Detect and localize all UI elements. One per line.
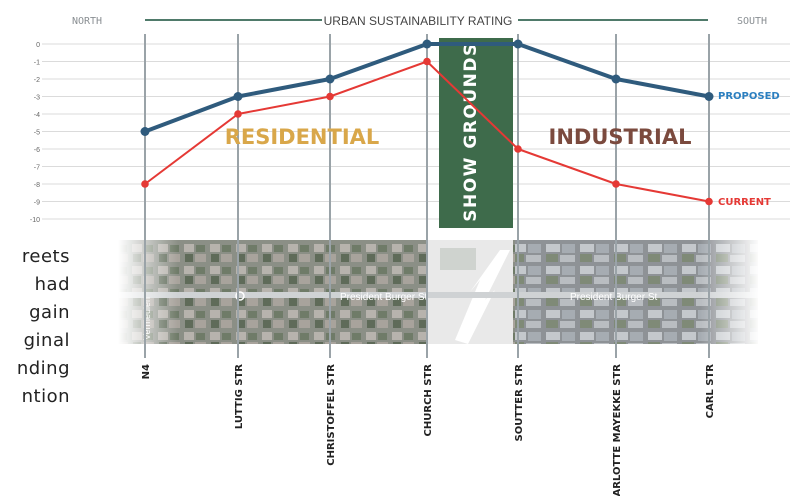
y-tick-label: 0 <box>36 42 40 49</box>
series-group <box>140 39 714 206</box>
street-label: CARL STR <box>705 364 716 419</box>
side-text-line: gain <box>29 302 70 323</box>
y-tick-label: -10 <box>30 217 40 224</box>
zone-label-industrial: INDUSTRIAL <box>549 125 692 149</box>
y-tick-label: -9 <box>34 200 40 207</box>
y-tick-label: -2 <box>34 77 40 84</box>
data-point-proposed <box>233 92 243 101</box>
y-tick-label: -7 <box>34 165 40 172</box>
map-fade-left <box>118 240 178 344</box>
data-point-current <box>234 110 242 118</box>
data-point-current <box>514 145 522 153</box>
y-tick-label: -4 <box>34 112 40 119</box>
street-label: CHRISTOFFEL STR <box>326 364 337 466</box>
street-label: LUTTIG STR <box>234 364 245 429</box>
data-point-current <box>612 180 620 188</box>
data-point-current <box>705 197 713 206</box>
side-text-line: reets <box>21 250 70 267</box>
data-point-proposed <box>704 92 714 101</box>
y-tick-label: -1 <box>34 60 40 67</box>
street-label: CHARLOTTE MAYEKKE STR <box>612 364 623 496</box>
side-text-line: had <box>34 274 70 295</box>
chart-title: URBAN SUSTAINABILITY RATING <box>324 14 513 28</box>
series-label-proposed: PROPOSED <box>718 91 780 102</box>
map-street-label: President Burger St <box>570 292 657 303</box>
y-tick-label: -3 <box>34 95 40 102</box>
y-tick-labels: 0 -1 -2 -3 -4 -5 -6 -7 -8 -9 -10 <box>30 42 40 224</box>
map-intersection-marker <box>235 291 245 301</box>
data-point-proposed <box>611 74 621 84</box>
y-tick-label: -8 <box>34 182 40 189</box>
street-label: N4 <box>141 364 152 379</box>
street-lines <box>144 34 710 358</box>
south-label: SOUTH <box>737 16 767 27</box>
street-labels: N4 LUTTIG STR CHRISTOFFEL STR CHURCH STR SOU… <box>141 364 716 496</box>
map-main-road <box>118 292 758 298</box>
side-text-line: ntion <box>21 386 70 407</box>
show-grounds-label: SHOW GROUNDS <box>461 42 481 221</box>
side-text-line: ginal <box>23 330 70 351</box>
chart-header: NORTH URBAN SUSTAINABILITY RATING SOUTH <box>72 14 767 28</box>
map-showgrounds-field <box>440 248 476 270</box>
horizontal-grid <box>42 43 790 220</box>
series-label-current: CURRENT <box>718 197 771 208</box>
data-point-current <box>326 92 334 101</box>
data-point-proposed <box>422 39 432 49</box>
street-label: CHURCH STR <box>423 364 434 437</box>
y-tick-label: -5 <box>34 130 40 137</box>
data-point-current <box>141 180 149 188</box>
side-text-line: nding <box>16 358 70 379</box>
aerial-map-strip: President Burger St President Burger St … <box>118 240 760 344</box>
data-point-proposed <box>325 74 335 84</box>
y-tick-label: -6 <box>34 147 40 154</box>
map-street-label: Vermeulen <box>142 297 152 340</box>
zone-label-residential: RESIDENTIAL <box>225 125 380 149</box>
map-street-label: President Burger St <box>340 292 427 303</box>
data-point-current <box>423 57 431 66</box>
data-point-proposed <box>513 39 523 49</box>
north-label: NORTH <box>72 16 102 27</box>
data-point-proposed <box>140 127 150 136</box>
side-paragraph-clipped: reets had gain ginal nding ntion <box>0 250 80 490</box>
street-label: SOUTTER STR <box>514 364 525 442</box>
